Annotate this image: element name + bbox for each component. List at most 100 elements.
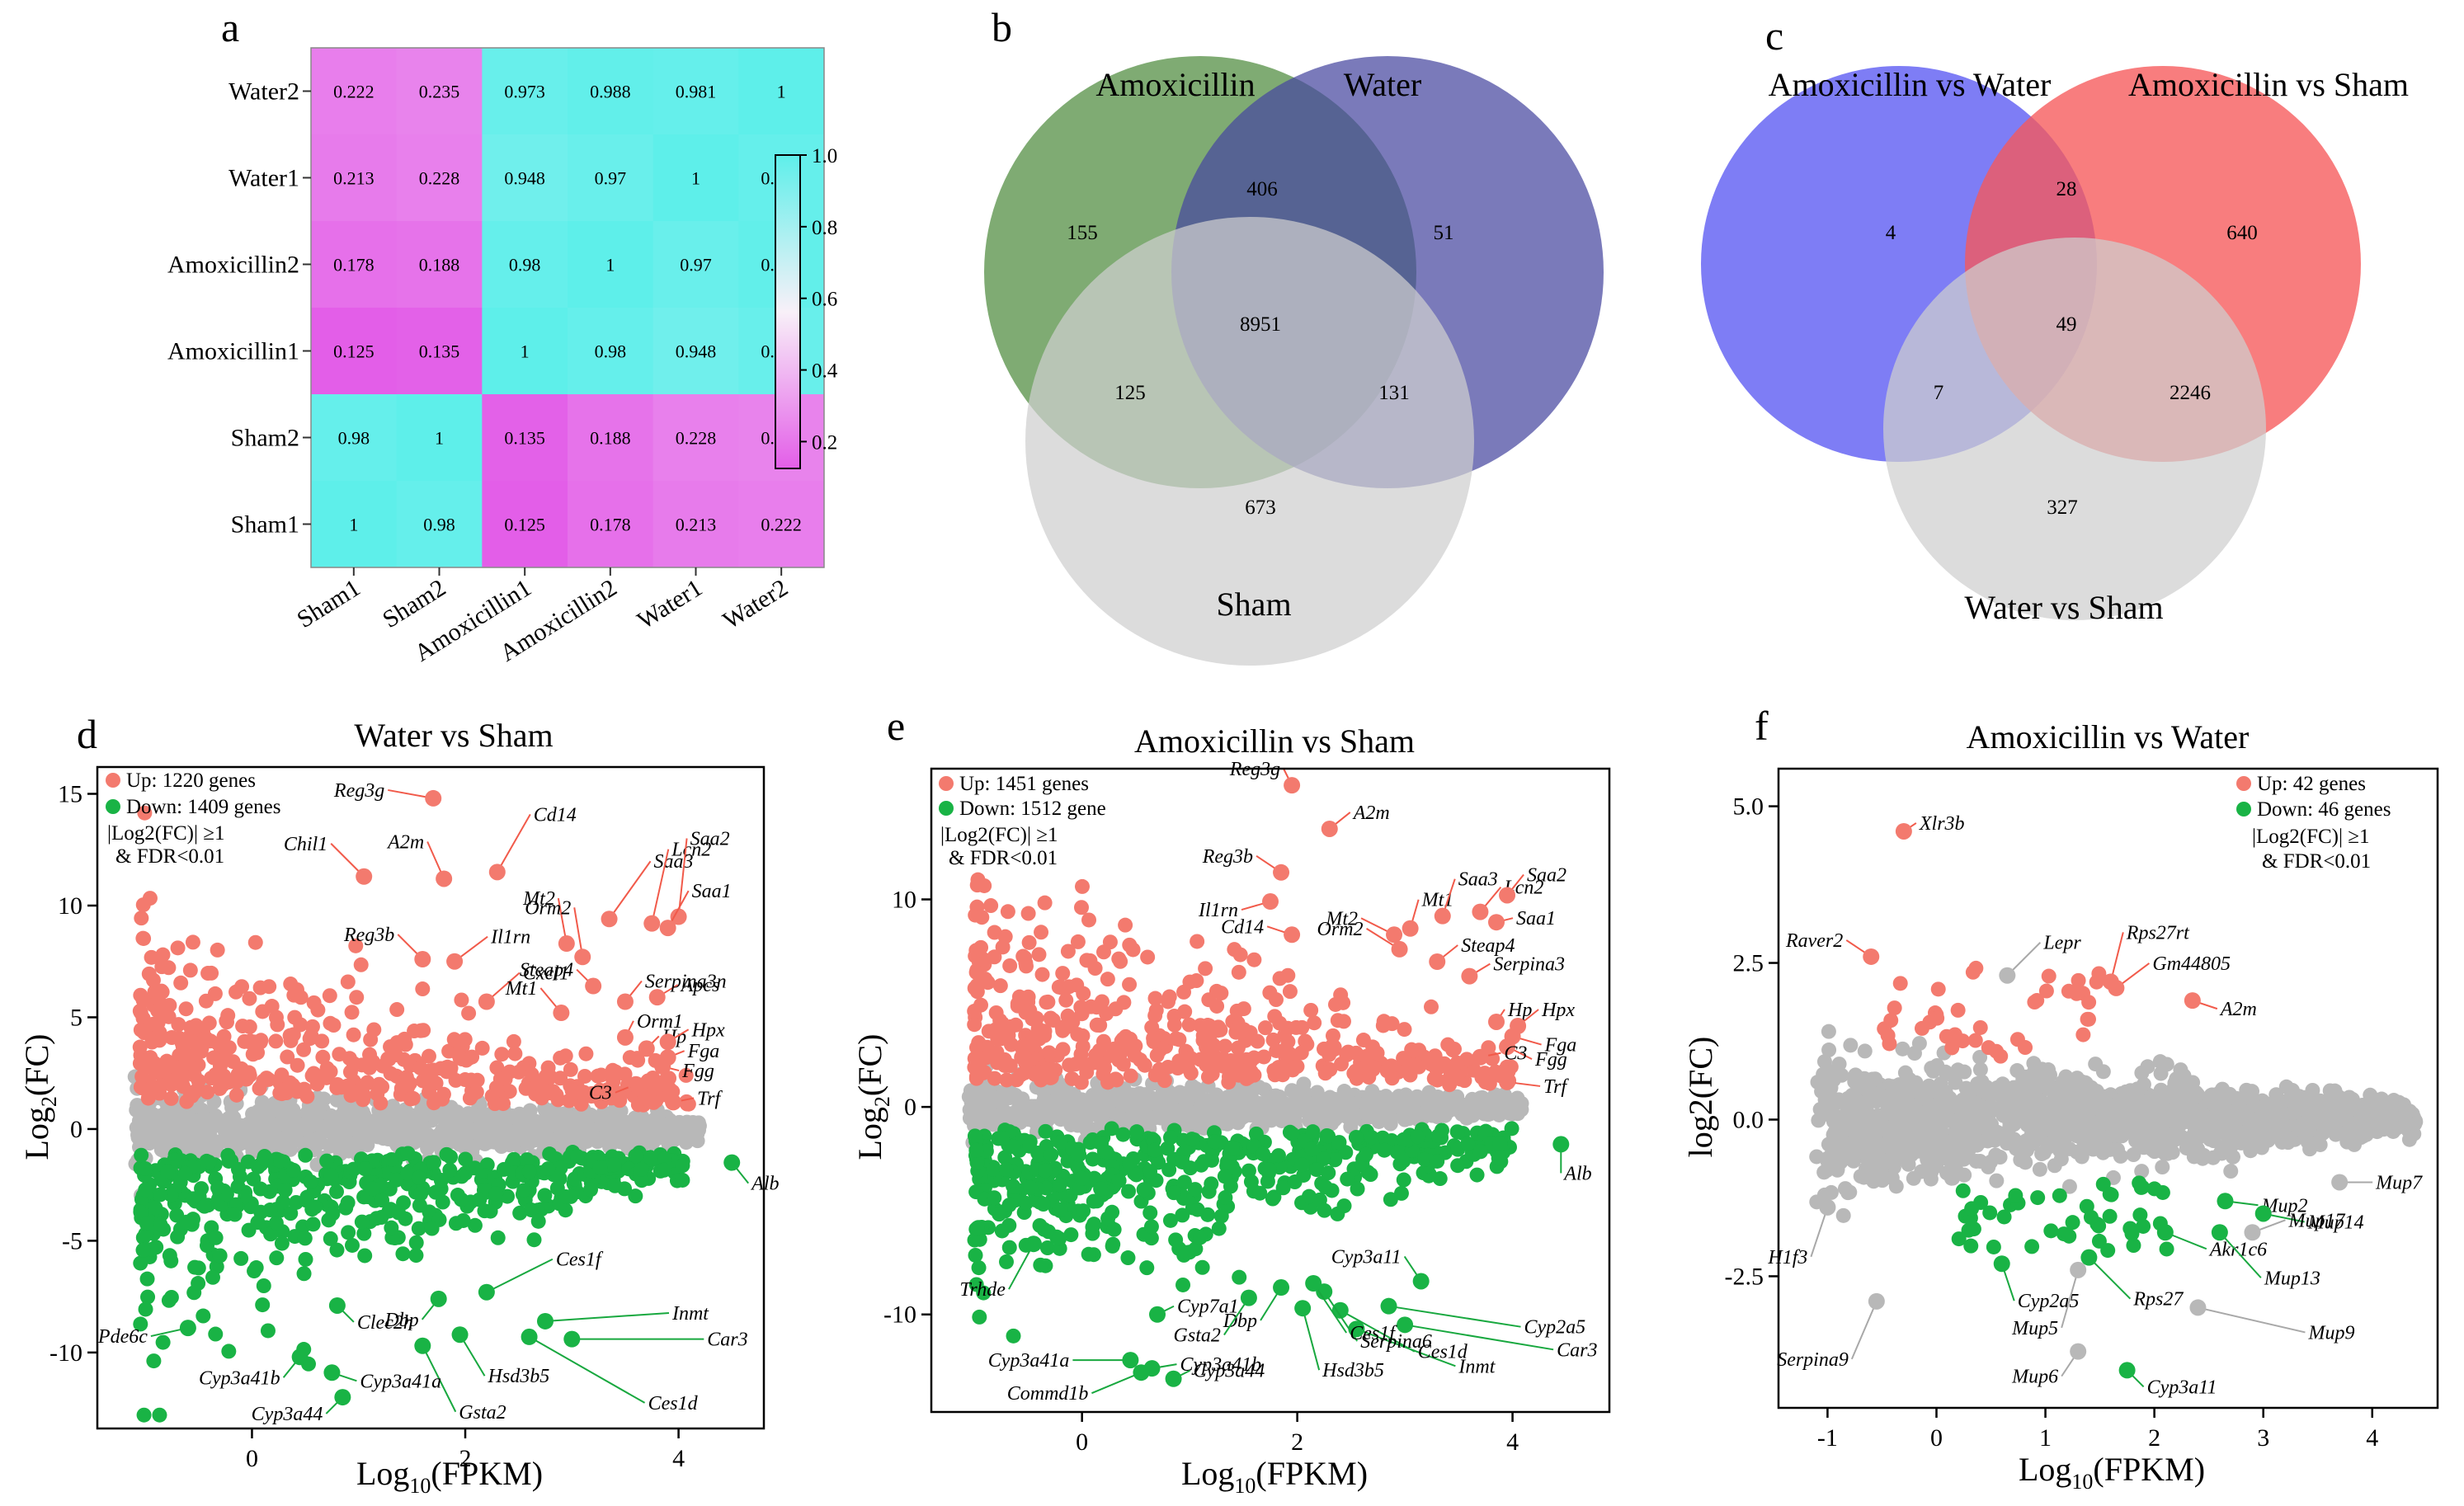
down-point bbox=[139, 1301, 153, 1316]
up-point bbox=[1056, 1042, 1071, 1057]
up-point bbox=[284, 1033, 299, 1048]
up-point bbox=[978, 972, 992, 986]
up-point bbox=[279, 1085, 294, 1100]
down-point bbox=[1390, 1145, 1405, 1160]
ns-point bbox=[492, 1127, 507, 1141]
down-point bbox=[1023, 1180, 1038, 1195]
up-point bbox=[191, 1073, 206, 1088]
venn-c-bc: 2246 bbox=[2170, 382, 2211, 404]
gene-label: Inmt bbox=[671, 1303, 709, 1325]
up-point bbox=[255, 1004, 270, 1019]
gene-label: Pde6c bbox=[97, 1326, 148, 1348]
ns-point bbox=[398, 1116, 413, 1131]
down-point bbox=[136, 1243, 151, 1258]
venn-c-label-amox-vs-water: Amoxicillin vs Water bbox=[1769, 66, 2052, 103]
down-point bbox=[1337, 1198, 1352, 1213]
y-tick-label: -10 bbox=[49, 1339, 82, 1367]
down-point bbox=[231, 1162, 246, 1177]
up-point bbox=[1074, 900, 1089, 915]
up-point bbox=[297, 1082, 312, 1097]
down-point bbox=[153, 1217, 167, 1232]
gene-label: Gsta2 bbox=[1174, 1325, 1221, 1347]
down-point bbox=[1166, 1185, 1181, 1200]
up-point bbox=[1113, 954, 1128, 969]
gene-point bbox=[558, 935, 575, 952]
down-point bbox=[187, 1260, 202, 1275]
down-point bbox=[1493, 1137, 1508, 1151]
down-point bbox=[1430, 1154, 1444, 1169]
up-point bbox=[1150, 1047, 1165, 1062]
ns-point bbox=[1906, 1171, 1921, 1186]
ns-point bbox=[1924, 1172, 1939, 1187]
gene-label: Ces1f bbox=[1350, 1323, 1397, 1344]
down-point bbox=[1265, 1192, 1280, 1207]
ns-point bbox=[989, 1092, 1004, 1107]
gene-label: Hsd3b5 bbox=[1322, 1360, 1384, 1381]
down-point bbox=[968, 1128, 982, 1143]
down-point bbox=[408, 1248, 423, 1263]
heatmap-cell-value: 1 bbox=[435, 428, 444, 449]
down-point bbox=[205, 1270, 220, 1285]
gene-label: A2m bbox=[1352, 802, 1390, 824]
down-point bbox=[425, 1221, 440, 1236]
up-point bbox=[1020, 1053, 1035, 1068]
ns-point bbox=[1326, 1097, 1341, 1112]
up-point bbox=[183, 1088, 198, 1103]
up-point bbox=[1100, 972, 1115, 986]
heatmap-cell-value: 0.178 bbox=[590, 515, 631, 535]
up-point bbox=[1118, 918, 1133, 933]
gene-leader-line bbox=[487, 1259, 553, 1292]
panel-d-y-axis-label: Log2(FC) bbox=[18, 1033, 61, 1160]
gene-point bbox=[478, 993, 495, 1009]
up-point bbox=[173, 976, 188, 991]
ns-point bbox=[1485, 1096, 1500, 1111]
ns-point bbox=[1278, 1099, 1293, 1114]
up-point bbox=[987, 925, 1002, 940]
down-point bbox=[1190, 1202, 1205, 1217]
up-point bbox=[199, 994, 214, 1009]
panel-d-legend: Up: 1220 genes Down: 1409 genes |Log2(FC… bbox=[106, 769, 280, 868]
up-point bbox=[454, 992, 469, 1007]
ns-point bbox=[582, 1124, 597, 1139]
down-point bbox=[355, 1215, 370, 1230]
down-point bbox=[1256, 1146, 1270, 1161]
gene-point bbox=[654, 1058, 671, 1075]
ns-point bbox=[1821, 1042, 1836, 1057]
ns-point bbox=[323, 1117, 337, 1132]
down-point bbox=[319, 1154, 334, 1169]
ns-point bbox=[222, 1127, 237, 1141]
up-point bbox=[310, 1003, 325, 1018]
gene-label: Car3 bbox=[1557, 1339, 1597, 1361]
down-point bbox=[1364, 1167, 1378, 1182]
up-point bbox=[133, 1040, 148, 1055]
down-point bbox=[1036, 1197, 1051, 1212]
up-point bbox=[1258, 1020, 1273, 1035]
gene-point bbox=[585, 978, 601, 995]
panel-letter-d: d bbox=[77, 711, 97, 757]
up-point bbox=[1040, 995, 1055, 1009]
gene-point bbox=[329, 1297, 346, 1314]
up-point bbox=[1184, 1051, 1199, 1066]
ns-point bbox=[647, 1113, 662, 1127]
gene-point bbox=[1552, 1136, 1569, 1152]
down-point bbox=[999, 1162, 1014, 1177]
ns-point bbox=[619, 1115, 634, 1130]
down-point bbox=[1450, 1124, 1465, 1139]
up-point bbox=[1266, 1033, 1281, 1047]
up-point bbox=[420, 1068, 435, 1083]
up-point bbox=[1038, 896, 1053, 911]
up-point bbox=[970, 878, 985, 892]
up-point bbox=[183, 962, 198, 977]
up-point bbox=[1176, 985, 1191, 1000]
up-point bbox=[967, 1017, 982, 1032]
gene-point bbox=[617, 1029, 634, 1046]
down-point bbox=[298, 1252, 313, 1267]
up-point bbox=[162, 998, 177, 1013]
venn-c-ac: 7 bbox=[1934, 382, 1944, 404]
down-point bbox=[369, 1211, 384, 1226]
up-point bbox=[341, 974, 356, 989]
down-point bbox=[395, 1246, 410, 1261]
down-point bbox=[456, 1213, 471, 1228]
heatmap-cell-value: 0.981 bbox=[676, 82, 717, 102]
down-point bbox=[1105, 1205, 1119, 1220]
